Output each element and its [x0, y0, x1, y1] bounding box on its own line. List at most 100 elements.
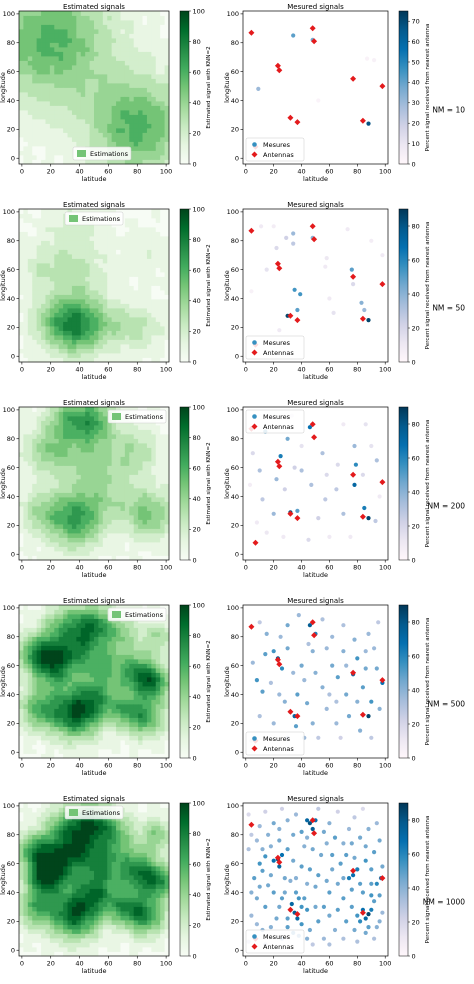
row3-estimated-cell [63, 636, 68, 642]
row0-estimated-cell [80, 137, 86, 142]
row0-estimated-cell [32, 69, 38, 75]
row0-estimated-cell [129, 24, 135, 30]
row1-estimated-cell [164, 353, 170, 358]
row1-estimated-cell [76, 321, 82, 327]
row0-estimated-cell [27, 159, 33, 165]
row0-estimated-cell [133, 132, 139, 138]
row2-measured-mesure-point [353, 462, 358, 467]
row3-estimated-cell [85, 704, 90, 709]
row1-estimated-cell [58, 290, 64, 295]
row3-estimated-cell [80, 668, 86, 673]
row0-estimated-cell [76, 110, 82, 115]
row1-estimated-cell [116, 294, 121, 300]
row1-measured-mesure-point [277, 328, 282, 333]
row0-estimated-cell [98, 92, 104, 97]
row0-estimated-cell [32, 56, 38, 61]
row0-estimated-cell [124, 137, 130, 142]
row2-measured-mesure-point [335, 462, 340, 467]
row2-estimated-cell [160, 542, 165, 547]
row3-estimated-cell [102, 677, 108, 682]
row2-estimated-cell [23, 497, 29, 502]
row3-estimated-cell [71, 726, 77, 732]
row0-estimated-cell [98, 83, 104, 88]
row3-estimated-cell [45, 704, 51, 709]
row2-estimated-cell [32, 546, 38, 552]
row1-estimated-cell [111, 317, 117, 322]
row1-estimated-cell [67, 317, 73, 322]
row0-estimated-cell [129, 137, 135, 142]
row1-estimated-cell [89, 231, 95, 237]
row0-estimated-cell [41, 38, 46, 43]
row2-estimated-cell [80, 524, 86, 529]
row1-measured-mesure-point [345, 227, 350, 232]
row3-estimated-cell [98, 618, 104, 624]
row1-estimated-cell [124, 330, 130, 336]
row3-estimated-cell [107, 654, 113, 660]
row1-estimated-cell [142, 236, 148, 241]
row0-estimated-ytick-label: 60 [7, 68, 15, 76]
row1-measured-mesure-point [327, 296, 332, 301]
row0-estimated-cell [45, 24, 51, 30]
row1-estimated-cell [111, 236, 117, 241]
row2-estimated-cell [85, 456, 90, 462]
row1-estimated-cell [98, 285, 104, 291]
row1-estimated-cell [160, 254, 165, 259]
row0-estimated-cell [54, 159, 60, 165]
row2-measured-mesure-point [285, 436, 290, 441]
row0-estimated-cell [151, 123, 157, 129]
row0-estimated-cell [63, 51, 68, 57]
row2-estimated-cell [160, 515, 165, 520]
row1-estimated-cell [129, 317, 135, 322]
row1-estimated-cell [142, 254, 148, 259]
row2-estimated-cell [138, 519, 143, 525]
row1-estimated-cell [54, 231, 60, 237]
row0-estimated-cell [27, 137, 33, 142]
row0-estimated-cell [32, 11, 38, 16]
row0-estimated-cell [155, 24, 161, 30]
row0-estimated-cell [142, 128, 148, 133]
row1-estimated-cell [36, 236, 42, 241]
row2-estimated-cell [85, 434, 90, 439]
row3-estimated-cell [85, 695, 90, 700]
row0-estimated-cell [138, 51, 143, 57]
row0-estimated-cell [142, 78, 148, 84]
row2-estimated-cell [116, 528, 121, 534]
row0-estimated-cell [138, 105, 143, 111]
row3-estimated-cell [138, 663, 143, 669]
row3-estimated-cell [32, 609, 38, 615]
row0-estimated-cell [63, 69, 68, 75]
row1-estimated-cell [116, 272, 121, 277]
row2-estimated-cell [19, 519, 24, 525]
row2-estimated-cell [124, 519, 130, 525]
row3-estimated-cell [36, 641, 42, 646]
row0-estimated-cell [76, 132, 82, 138]
row1-estimated-cell [54, 218, 60, 223]
row2-estimated-cell [155, 443, 161, 448]
row3-estimated-cell [67, 690, 73, 696]
row3-estimated-cell [138, 686, 143, 691]
row2-estimated-cell [36, 533, 42, 538]
row2-estimated-cell [133, 465, 139, 471]
row0-estimated-cell [160, 128, 165, 133]
row3-estimated-cell [120, 686, 126, 691]
row2-estimated-cell [129, 452, 135, 457]
row1-estimated-cell [54, 236, 60, 241]
row0-estimated-cell [102, 65, 108, 70]
row0-estimated-cell [155, 78, 161, 84]
row1-estimated-cell [27, 308, 33, 313]
row2-estimated-cell [71, 510, 77, 516]
row2-estimated-cell [89, 510, 95, 516]
row3-estimated-cell [85, 713, 90, 718]
row3-estimated-cell [36, 677, 42, 682]
row0-estimated-cell [160, 110, 165, 115]
row1-estimated-cell [146, 272, 152, 277]
row3-estimated-cell [111, 672, 117, 678]
row0-estimated-cell [111, 56, 117, 61]
row3-estimated-cell [54, 659, 60, 664]
row2-estimated-cell [36, 519, 42, 525]
row1-estimated-cell [23, 330, 29, 336]
row3-estimated-cell [94, 672, 99, 678]
row3-estimated-cell [45, 690, 51, 696]
row1-measured-antenna-point [248, 227, 255, 234]
row0-estimated-cell [85, 33, 90, 39]
